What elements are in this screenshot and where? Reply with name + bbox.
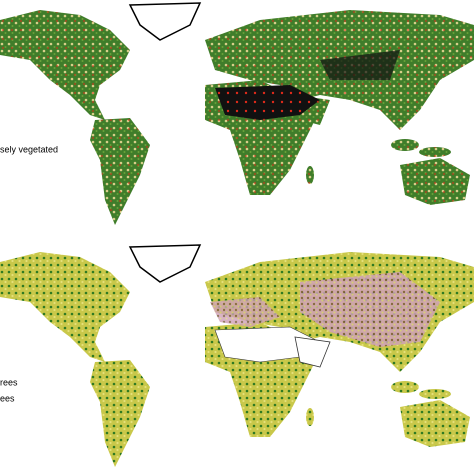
bottom-map: rees ees [0, 244, 474, 467]
sparse-region-dots [215, 85, 320, 120]
greenland [129, 2, 201, 41]
land-overlay [0, 10, 474, 225]
legend-label: sely vegetated [0, 144, 58, 154]
pink-region [300, 272, 440, 347]
legend-label: ees [0, 393, 15, 403]
greenland [129, 244, 201, 283]
sparse-region [320, 50, 400, 80]
top-map: sely vegetated [0, 2, 474, 225]
pink-region [210, 297, 280, 327]
legend-label: rees [0, 377, 18, 387]
sparse-region [294, 336, 331, 368]
